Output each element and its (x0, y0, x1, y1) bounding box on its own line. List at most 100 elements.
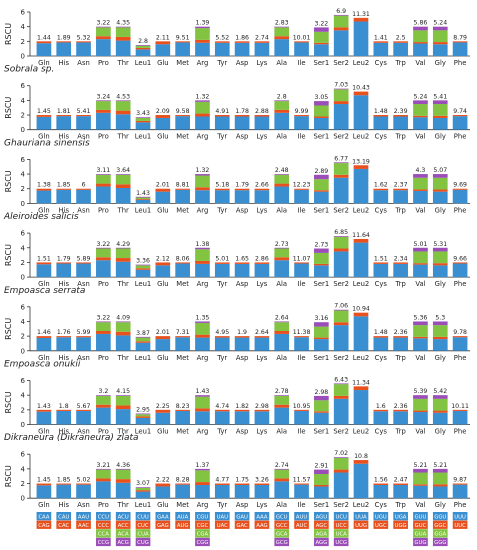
category-label: Ala (276, 428, 287, 436)
y-tick-label: 6 (21, 451, 26, 459)
bar-segment (373, 262, 389, 264)
bar-segment (195, 260, 210, 264)
bar-value-label: 5.02 (77, 477, 91, 484)
bar-segment (56, 409, 72, 411)
bar-segment (96, 101, 111, 110)
category-label: Leu2 (353, 133, 369, 141)
bar-segment (135, 269, 151, 278)
y-tick-label: 0 (21, 200, 25, 208)
bar-segment (175, 262, 190, 264)
bar-value-label: 8.28 (176, 477, 190, 484)
bar-segment (175, 336, 190, 338)
bar-segment (234, 409, 250, 412)
codon-label: GUA (415, 532, 427, 538)
bar-segment (274, 468, 290, 470)
codon-label: GAU (236, 514, 248, 520)
category-label: Asn (77, 206, 90, 214)
bar-segment (175, 484, 190, 499)
bar-value-label: 2.74 (255, 34, 269, 41)
bar-segment (96, 39, 111, 56)
bar-segment (254, 336, 270, 338)
bar-segment (393, 262, 408, 264)
bar-segment (274, 186, 290, 204)
bar-segment (333, 236, 349, 237)
panel-title: Shaddai sp. (4, 0, 57, 1)
category-label: Pro (98, 354, 109, 362)
bar-value-label: 1.35 (196, 314, 210, 321)
bar-segment (373, 188, 389, 191)
bar-segment (155, 262, 171, 266)
bar-segment (413, 174, 428, 178)
bar-segment (333, 325, 349, 351)
bar-value-label: 8.23 (176, 403, 190, 410)
bar-value-label: 1.43 (37, 403, 51, 410)
codon-legend-box (135, 537, 151, 547)
bar-segment (96, 186, 111, 204)
bar-segment (135, 196, 151, 198)
bar-segment (195, 408, 210, 412)
bar-value-label: 4.53 (116, 93, 130, 100)
bar-segment (214, 409, 230, 412)
codon-label: GCC (276, 523, 288, 529)
bar-segment (432, 26, 448, 31)
category-label: Gln (38, 206, 49, 214)
category-label: Lys (257, 501, 268, 509)
y-tick-label: 2 (21, 185, 25, 193)
bar-segment (413, 190, 428, 204)
bar-segment (36, 43, 52, 56)
codon-legend-box (155, 520, 171, 529)
panel-title: Sobrala sp. (4, 65, 54, 75)
codon-label: UCA (336, 532, 348, 538)
bar-segment (274, 112, 290, 130)
bar-segment (115, 110, 131, 115)
codon-label: UAU (217, 514, 229, 520)
bar-segment (413, 247, 428, 252)
bar-segment (135, 342, 151, 351)
codon-label: CUG (137, 540, 149, 546)
category-label: Ile (298, 501, 306, 509)
bar-value-label: 6.9 (336, 8, 346, 15)
category-label: Arg (197, 428, 209, 436)
y-axis-label: RSCU (4, 318, 13, 340)
y-tick-label: 6 (21, 82, 26, 90)
codon-label: CGA (197, 532, 209, 538)
bar-value-label: 4.29 (116, 241, 130, 248)
chart-panel: Empoasca onukii RSCU 0 2 4 6 1.43 Gln 1.8 His 5.67… (4, 360, 470, 436)
bar-segment (115, 469, 131, 480)
bar-segment (274, 26, 290, 28)
bar-value-label: 1.48 (374, 329, 388, 336)
codon-label: AAC (78, 523, 89, 529)
bar-segment (195, 190, 210, 204)
bar-value-label: 6.77 (334, 155, 348, 162)
bar-segment (135, 413, 151, 415)
codon-label: UGC (375, 523, 387, 529)
category-label: Cys (375, 59, 388, 67)
bar-value-label: 6.85 (334, 229, 348, 236)
codon-label: ACA (118, 532, 129, 538)
bar-segment (36, 262, 52, 265)
y-axis-label: RSCU (4, 465, 13, 487)
bar-value-label: 3.36 (136, 258, 150, 265)
bar-value-label: 1.79 (57, 255, 71, 262)
category-label: Glu (157, 59, 168, 67)
bar-segment (254, 483, 270, 485)
bar-value-label: 4.35 (116, 20, 130, 27)
bar-value-label: 2.37 (394, 182, 408, 189)
bar-segment (413, 325, 428, 337)
codon-legend-box (96, 537, 111, 547)
category-label: Ser2 (333, 280, 349, 288)
bar-segment (76, 483, 91, 485)
bar-value-label: 5.42 (433, 388, 447, 395)
bar-value-label: 5.32 (77, 34, 91, 41)
bar-value-label: 10.01 (293, 34, 311, 41)
bar-segment (373, 190, 389, 204)
bar-segment (314, 339, 329, 351)
codon-label: AAU (78, 514, 89, 520)
bar-segment (115, 174, 131, 185)
codon-legend-box (413, 520, 428, 529)
bar-segment (373, 263, 389, 278)
codon-legend-box (56, 520, 72, 529)
bar-segment (274, 321, 290, 323)
category-label: Tyr (216, 133, 227, 141)
bar-segment (333, 162, 349, 164)
